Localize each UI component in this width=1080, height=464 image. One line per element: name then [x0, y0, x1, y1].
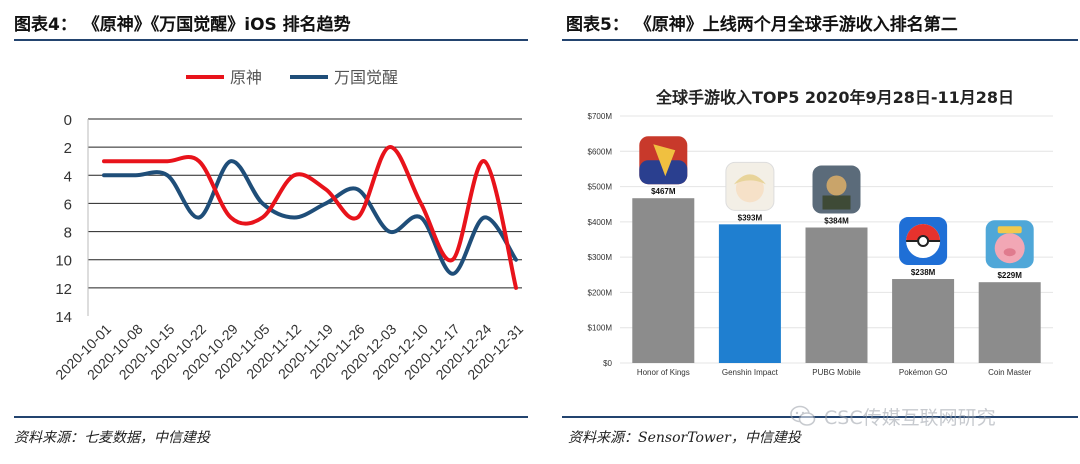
bar: [892, 279, 955, 363]
y-tick-label: 2: [64, 140, 72, 157]
coin-master-app-icon: [985, 220, 1034, 269]
y-tick-label: 10: [55, 253, 72, 270]
genshin-rank-line: [102, 145, 518, 290]
bar: [978, 282, 1041, 363]
bar-value-label: $229M: [997, 271, 1022, 280]
wechat-icon: [790, 405, 816, 426]
rok-rank-line: [102, 159, 518, 276]
y-tick-label: $0: [603, 359, 612, 368]
genshin-icon-face: [735, 174, 764, 203]
x-category-label: Honor of Kings: [637, 368, 690, 377]
pubg-icon-helmet: [826, 175, 847, 196]
watermark-text: CSC传媒互联网研究: [824, 406, 996, 429]
left-bottom-rule: [14, 416, 528, 418]
left-figure-panel: 图表4： 《原神》《万国觉醒》iOS 排名趋势 0 2 4 6 8 10 12 14 2020…: [0, 0, 530, 464]
pokemon-icon-ball-button: [917, 235, 930, 248]
x-category-label: Coin Master: [988, 368, 1031, 377]
right-figure-panel: 图表5： 《原神》上线两个月全球手游收入排名第二 全球手游收入TOP5 2020…: [548, 0, 1080, 464]
y-tick-label: $700M: [588, 112, 613, 121]
y-tick-label: $400M: [588, 218, 613, 227]
right-source-note: 资料来源：SensorTower，中信建投: [568, 430, 801, 446]
pubg-icon-body: [822, 195, 851, 210]
right-bottom-rule: [562, 416, 1078, 418]
genshin-impact-app-icon: [725, 161, 775, 211]
x-category-label: Genshin Impact: [722, 368, 779, 377]
bar: [805, 227, 868, 363]
revenue-bar-chart: 全球手游收入TOP5 2020年9月28日-11月28日 $0 $100M $200…: [588, 88, 1053, 377]
coin-master-icon-crown: [997, 226, 1022, 234]
honor-of-kings-icon-figure: [653, 144, 676, 177]
x-category-label: Pokémon GO: [899, 368, 947, 377]
bar-value-label: $238M: [911, 268, 936, 277]
coin-master-icon-pig: [994, 233, 1025, 264]
right-figure-title: 图表5： 《原神》上线两个月全球手游收入排名第二: [566, 15, 958, 35]
bar-chart-title: 全球手游收入TOP5 2020年9月28日-11月28日: [655, 88, 1014, 107]
bar-value-label: $393M: [738, 213, 763, 222]
x-category-label: PUBG Mobile: [812, 368, 861, 377]
y-tick-label: $300M: [588, 253, 613, 262]
pokemon-go-app-icon: [899, 217, 948, 266]
honor-of-kings-app-icon: [639, 136, 688, 185]
bar-value-label: $467M: [651, 187, 676, 196]
y-tick-label: 6: [64, 196, 72, 213]
bar: [632, 198, 695, 363]
y-tick-label: 4: [64, 168, 72, 185]
y-tick-label: 14: [55, 309, 72, 326]
y-tick-label: $100M: [588, 324, 613, 333]
coin-master-icon-snout: [1003, 248, 1016, 257]
right-top-rule: [562, 39, 1078, 41]
y-tick-label: $500M: [588, 183, 613, 192]
y-tick-label: $200M: [588, 288, 613, 297]
honor-of-kings-icon-band: [639, 160, 688, 185]
genshin-icon-hair: [733, 174, 766, 185]
y-tick-label: 8: [64, 225, 72, 242]
legend-genshin-label: 原神: [230, 68, 262, 87]
y-tick-label: $600M: [588, 147, 613, 156]
pokemon-icon-ball-top: [906, 224, 941, 242]
y-tick-label: 12: [55, 281, 72, 298]
pubg-mobile-app-icon: [812, 165, 861, 214]
legend-rok-label: 万国觉醒: [334, 68, 398, 87]
left-figure-title: 图表4： 《原神》《万国觉醒》iOS 排名趋势: [14, 15, 351, 35]
y-tick-label: 0: [64, 112, 72, 129]
bar: [718, 224, 781, 363]
watermark: CSC传媒互联网研究: [790, 402, 1050, 430]
left-top-rule: [14, 39, 528, 41]
bar-value-label: $384M: [824, 217, 849, 226]
left-source-note: 资料来源：七麦数据，中信建投: [14, 430, 210, 446]
